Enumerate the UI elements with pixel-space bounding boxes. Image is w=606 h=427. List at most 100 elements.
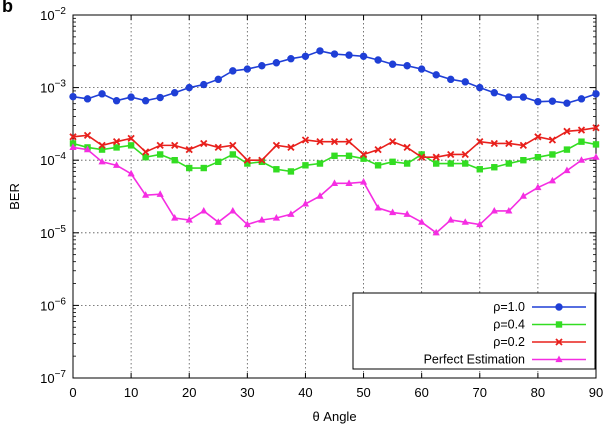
data-point bbox=[287, 143, 295, 152]
data-point bbox=[229, 151, 237, 158]
data-point bbox=[519, 192, 527, 199]
data-point bbox=[476, 138, 484, 146]
data-point bbox=[403, 160, 411, 167]
x-tick-label: 0 bbox=[69, 385, 76, 400]
data-point bbox=[186, 164, 193, 172]
data-point bbox=[98, 157, 106, 165]
data-point bbox=[171, 141, 179, 150]
data-point bbox=[287, 210, 295, 217]
data-point bbox=[127, 93, 135, 101]
data-point bbox=[534, 183, 542, 191]
legend-item: Perfect Estimation bbox=[424, 353, 586, 367]
data-point bbox=[142, 153, 149, 161]
data-point bbox=[316, 47, 324, 55]
data-point bbox=[243, 65, 252, 73]
data-point bbox=[301, 52, 310, 60]
data-point bbox=[418, 151, 425, 158]
data-point bbox=[272, 213, 280, 221]
data-point bbox=[374, 203, 382, 211]
data-point bbox=[69, 143, 77, 151]
data-point bbox=[490, 139, 498, 148]
data-point bbox=[171, 157, 178, 164]
data-point bbox=[272, 59, 281, 67]
legend-marker bbox=[555, 338, 563, 346]
data-point bbox=[476, 166, 483, 173]
data-point bbox=[519, 93, 528, 101]
data-point bbox=[302, 162, 309, 169]
x-tick-label: 80 bbox=[531, 385, 545, 400]
data-point bbox=[170, 89, 179, 97]
legend-item: ρ=0.4 bbox=[493, 318, 586, 332]
data-point bbox=[403, 62, 411, 70]
data-point bbox=[563, 166, 571, 174]
data-point bbox=[83, 131, 92, 139]
data-point bbox=[156, 151, 164, 158]
data-point bbox=[316, 138, 324, 146]
data-point bbox=[200, 139, 208, 148]
data-point bbox=[490, 206, 498, 214]
data-point bbox=[142, 148, 150, 156]
data-point bbox=[563, 99, 571, 107]
data-point bbox=[447, 75, 455, 84]
data-point bbox=[185, 83, 193, 92]
data-point bbox=[98, 141, 106, 150]
axis-ticks: 0 10 20 30 40 50 60 70 80 90 10−2 10−3 10−4 10−5 10−6 1… bbox=[40, 6, 603, 400]
data-point bbox=[462, 160, 469, 167]
data-point bbox=[592, 90, 600, 98]
data-point bbox=[83, 145, 92, 153]
data-point bbox=[301, 136, 310, 144]
data-point bbox=[243, 156, 251, 164]
x-tick-label: 60 bbox=[414, 385, 428, 400]
data-point bbox=[243, 220, 251, 228]
data-point bbox=[214, 218, 222, 225]
plot-frame bbox=[72, 14, 597, 379]
data-point bbox=[505, 139, 513, 148]
data-point bbox=[127, 134, 135, 142]
data-point bbox=[417, 65, 426, 73]
data-point bbox=[374, 145, 382, 154]
legend-label: ρ=0.2 bbox=[493, 335, 525, 349]
data-point bbox=[229, 67, 237, 75]
series-0 bbox=[69, 47, 600, 107]
x-tick-label: 20 bbox=[182, 385, 196, 400]
x-tick-label: 90 bbox=[589, 385, 603, 400]
series-1 bbox=[69, 138, 600, 175]
data-point bbox=[331, 152, 338, 159]
x-tick-label: 50 bbox=[356, 385, 370, 400]
data-point bbox=[287, 168, 295, 175]
data-point bbox=[330, 138, 339, 146]
data-point bbox=[69, 133, 77, 141]
y-tick-label: 10−2 bbox=[40, 6, 66, 23]
data-point bbox=[563, 127, 571, 135]
grid bbox=[73, 15, 596, 378]
data-point bbox=[330, 50, 339, 58]
y-tick-label: 10−5 bbox=[40, 224, 66, 241]
data-point bbox=[127, 142, 135, 149]
series-line bbox=[72, 50, 597, 105]
data-point bbox=[83, 95, 92, 103]
data-point bbox=[345, 152, 353, 159]
data-point bbox=[432, 153, 440, 161]
y-tick-label: 10−7 bbox=[40, 369, 66, 386]
data-point bbox=[592, 124, 600, 132]
data-point bbox=[258, 216, 266, 223]
data-point bbox=[316, 160, 324, 167]
data-point bbox=[491, 164, 498, 171]
data-point bbox=[258, 156, 266, 164]
data-point bbox=[418, 153, 426, 161]
data-point bbox=[200, 80, 208, 89]
data-point bbox=[534, 97, 542, 106]
data-point bbox=[258, 62, 266, 70]
series-2 bbox=[69, 124, 600, 164]
y-tick-label: 10−6 bbox=[40, 296, 66, 313]
data-point bbox=[141, 97, 150, 105]
legend-label: Perfect Estimation bbox=[424, 353, 525, 367]
data-point bbox=[359, 52, 368, 60]
data-point bbox=[432, 228, 440, 236]
data-point bbox=[229, 206, 237, 214]
data-point bbox=[432, 71, 440, 79]
x-tick-label: 30 bbox=[240, 385, 254, 400]
data-point bbox=[432, 160, 440, 167]
x-axis-label: θ Angle bbox=[312, 409, 356, 424]
x-tick-label: 70 bbox=[473, 385, 487, 400]
